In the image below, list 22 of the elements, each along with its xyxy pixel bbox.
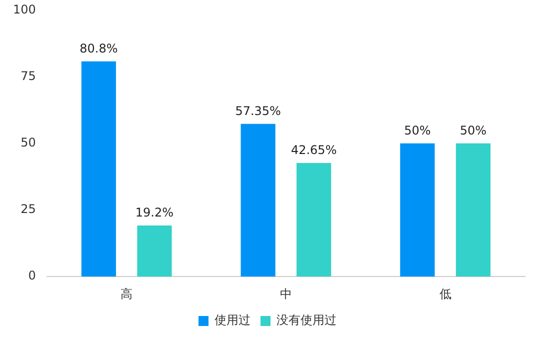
x-tick-label: 低 — [439, 286, 452, 301]
x-tick-label: 高 — [120, 286, 133, 301]
y-tick-label: 0 — [28, 268, 36, 283]
y-tick-label: 50 — [20, 136, 36, 150]
data-label: 19.2% — [135, 206, 174, 220]
bar — [81, 61, 116, 277]
data-label: 57.35% — [235, 104, 281, 118]
bar — [240, 124, 276, 277]
bar — [400, 143, 435, 277]
bar — [137, 225, 172, 277]
x-tick-label: 中 — [280, 286, 292, 301]
legend-label: 使用过 — [214, 313, 250, 328]
bar — [296, 162, 332, 277]
data-label: 42.65% — [290, 143, 337, 158]
data-label: 80.8% — [80, 41, 118, 56]
y-tick-label: 25 — [20, 202, 36, 216]
y-tick-label: 75 — [20, 68, 36, 83]
data-label: 50% — [404, 124, 431, 138]
legend-label: 没有使用过 — [276, 313, 336, 328]
data-label: 50% — [460, 124, 487, 138]
y-tick-label: 100 — [13, 2, 36, 16]
bar — [456, 143, 490, 277]
